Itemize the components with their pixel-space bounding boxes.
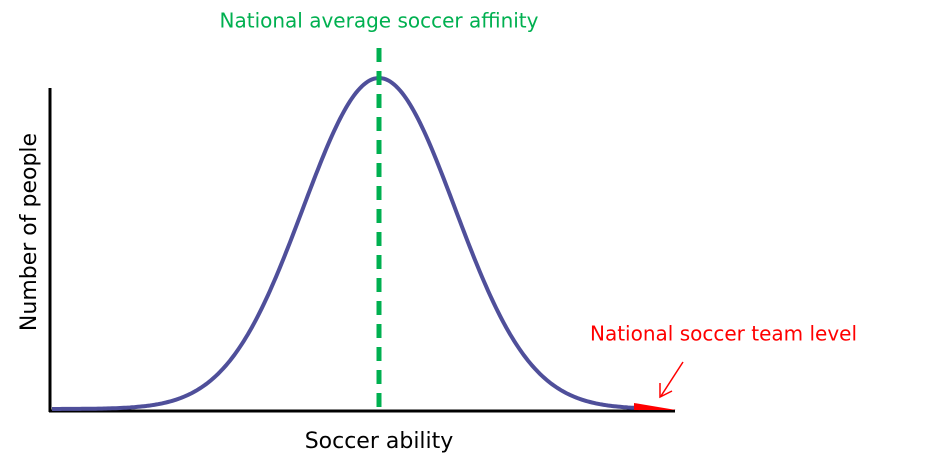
- tail-highlight: [634, 403, 676, 410]
- arrow-head: [659, 383, 673, 399]
- x-axis-label: Soccer ability: [305, 429, 454, 454]
- arrow-shaft: [660, 361, 684, 397]
- tail-label: National soccer team level: [590, 322, 857, 346]
- y-axis-label: Number of people: [17, 133, 42, 331]
- mean-label: National average soccer affinity: [220, 9, 539, 33]
- bell-curve: [52, 76, 641, 411]
